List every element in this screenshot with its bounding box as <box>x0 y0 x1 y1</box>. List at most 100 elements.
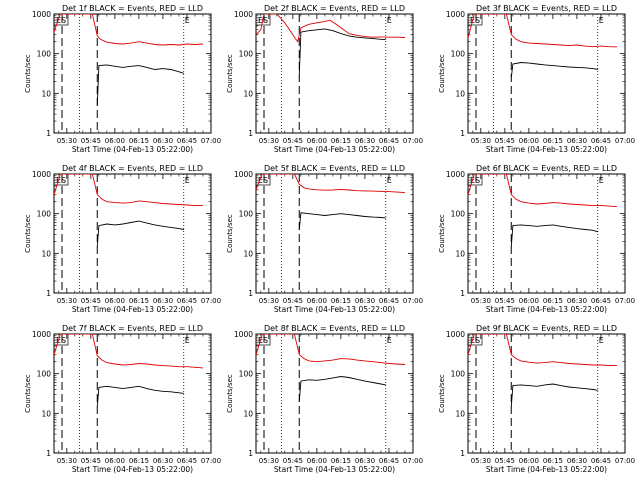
y-tick-label: 100 <box>239 50 254 59</box>
events-series-line <box>298 212 386 230</box>
y-tick-label: 1000 <box>32 10 51 19</box>
x-tick-label: 07:00 <box>403 137 423 145</box>
x-tick-label: 06:15 <box>543 297 563 305</box>
y-tick-label: 100 <box>37 50 52 59</box>
lld-series-line <box>256 174 406 194</box>
y-axis-label: Counts/sec <box>24 374 32 413</box>
x-axis-label: Start Time (04-Feb-13 05:22:00) <box>274 305 395 314</box>
flag-label-e: E <box>185 176 190 185</box>
x-tick-label: 05:45 <box>495 297 515 305</box>
flag-label-es: ES <box>56 336 66 345</box>
y-tick-label: 10 <box>455 89 465 98</box>
chart-title: Det 9f BLACK = Events, RED = LLD <box>476 324 617 333</box>
y-tick-label: 10 <box>243 409 253 418</box>
x-axis-label: Start Time (04-Feb-13 05:22:00) <box>72 305 193 314</box>
x-tick-label: 05:30 <box>57 297 77 305</box>
x-axis-label: Start Time (04-Feb-13 05:22:00) <box>72 145 193 154</box>
flag-label-es: ES <box>56 176 66 185</box>
y-tick-label: 10 <box>243 89 253 98</box>
events-series-line <box>510 62 598 78</box>
chart-title: Det 5f BLACK = Events, RED = LLD <box>264 164 405 173</box>
events-series-line <box>96 220 184 247</box>
x-tick-label: 06:45 <box>177 137 197 145</box>
x-tick-label: 06:00 <box>519 137 539 145</box>
x-tick-label: 05:30 <box>259 137 279 145</box>
x-tick-label: 06:45 <box>177 297 197 305</box>
plot-frame <box>467 173 626 294</box>
flag-label-e: E <box>185 16 190 25</box>
chart-title: Det 3f BLACK = Events, RED = LLD <box>476 4 617 13</box>
flag-label-es: ES <box>258 176 268 185</box>
events-series-line <box>96 385 184 407</box>
x-tick-label: 07:00 <box>403 457 423 465</box>
x-tick-label: 05:45 <box>283 137 303 145</box>
flag-label-es: ES <box>258 336 268 345</box>
flag-label-e: E <box>599 176 604 185</box>
flag-label-es: ES <box>470 176 480 185</box>
events-series-line <box>510 383 598 407</box>
y-axis-label: Counts/sec <box>226 54 234 93</box>
flag-label-es: ES <box>470 16 480 25</box>
y-tick-label: 1 <box>248 289 253 298</box>
y-tick-label: 100 <box>239 210 254 219</box>
y-tick-label: 1 <box>460 289 465 298</box>
x-tick-label: 06:30 <box>355 297 375 305</box>
x-tick-label: 05:30 <box>57 137 77 145</box>
y-tick-label: 1000 <box>32 330 51 339</box>
plot-frame <box>467 333 626 454</box>
y-tick-label: 1 <box>248 129 253 138</box>
x-tick-label: 06:00 <box>105 137 125 145</box>
flag-label-e: E <box>599 336 604 345</box>
x-tick-label: 06:15 <box>129 297 149 305</box>
x-tick-label: 07:00 <box>201 297 221 305</box>
flag-label-e: E <box>387 16 392 25</box>
x-tick-label: 06:00 <box>519 297 539 305</box>
x-tick-label: 06:45 <box>379 457 399 465</box>
chart-title: Det 8f BLACK = Events, RED = LLD <box>264 324 405 333</box>
chart-panel-8: Det 8f BLACK = Events, RED = LLD 1 10 100 10… <box>226 324 423 474</box>
x-tick-label: 05:45 <box>283 457 303 465</box>
x-tick-label: 06:45 <box>379 297 399 305</box>
x-tick-label: 06:15 <box>331 297 351 305</box>
x-axis-label: Start Time (04-Feb-13 05:22:00) <box>486 305 607 314</box>
lld-series-line <box>54 174 203 207</box>
x-tick-label: 05:30 <box>471 137 491 145</box>
y-tick-label: 10 <box>41 409 51 418</box>
y-tick-label: 100 <box>451 210 466 219</box>
y-axis-label: Counts/sec <box>438 54 446 93</box>
y-axis-label: Counts/sec <box>438 214 446 253</box>
x-tick-label: 06:15 <box>129 457 149 465</box>
x-tick-label: 06:00 <box>105 297 125 305</box>
lld-series-line <box>256 14 406 43</box>
chart-panel-3: Det 3f BLACK = Events, RED = LLD 1 10 100 10… <box>438 4 635 154</box>
y-axis-label: Counts/sec <box>438 374 446 413</box>
y-axis-label: Counts/sec <box>24 214 32 253</box>
y-tick-label: 1 <box>248 449 253 458</box>
y-tick-label: 1000 <box>446 330 465 339</box>
chart-panel-6: Det 6f BLACK = Events, RED = LLD 1 10 100 10… <box>438 164 635 314</box>
x-tick-label: 06:00 <box>307 137 327 145</box>
x-tick-label: 07:00 <box>615 297 635 305</box>
x-tick-label: 07:00 <box>201 137 221 145</box>
y-tick-label: 1000 <box>234 10 253 19</box>
events-series-line <box>298 28 386 75</box>
chart-title: Det 7f BLACK = Events, RED = LLD <box>62 324 203 333</box>
x-tick-label: 06:30 <box>567 137 587 145</box>
chart-panel-7: Det 7f BLACK = Events, RED = LLD 1 10 100 10… <box>24 324 221 474</box>
y-tick-label: 100 <box>37 370 52 379</box>
y-tick-label: 10 <box>455 249 465 258</box>
chart-title: Det 4f BLACK = Events, RED = LLD <box>62 164 203 173</box>
x-tick-label: 06:00 <box>105 457 125 465</box>
x-axis-label: Start Time (04-Feb-13 05:22:00) <box>274 145 395 154</box>
x-axis-label: Start Time (04-Feb-13 05:22:00) <box>486 145 607 154</box>
chart-panel-5: Det 5f BLACK = Events, RED = LLD 1 10 100 10… <box>226 164 423 314</box>
y-axis-label: Counts/sec <box>226 374 234 413</box>
lld-series-line <box>54 334 204 369</box>
flag-box <box>255 13 271 26</box>
y-tick-label: 1000 <box>234 170 253 179</box>
x-tick-label: 05:45 <box>283 297 303 305</box>
y-tick-label: 1000 <box>234 330 253 339</box>
events-series-line <box>298 376 386 402</box>
y-tick-label: 100 <box>451 50 466 59</box>
events-series-line <box>96 64 184 106</box>
